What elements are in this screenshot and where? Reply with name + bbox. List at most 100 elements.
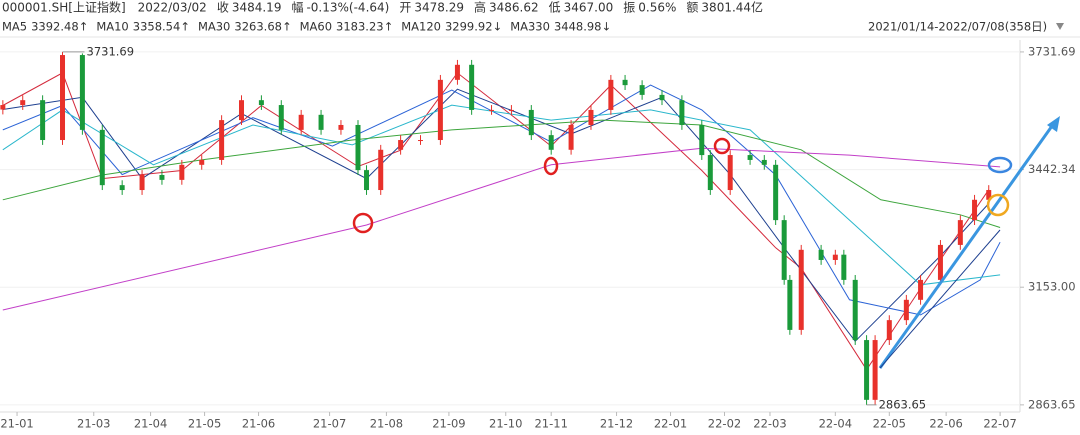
header: 000001.SH[上证指数] 2022/03/02 收 3484.19 幅 -0.13%…: [2, 0, 763, 15]
header-text: 3801.44亿: [701, 0, 763, 15]
candle-body: [972, 199, 978, 221]
candle-body: [903, 299, 909, 321]
candle-body: [937, 244, 943, 280]
candle-body: [639, 85, 645, 95]
candle-body: [99, 129, 105, 186]
candle-body: [508, 109, 514, 111]
x-tick-label: 21-05: [188, 417, 221, 431]
header-text: -0.13%(-4.64): [306, 1, 389, 15]
marker-circle: [713, 137, 731, 155]
candle-body: [872, 340, 878, 400]
header-text: 3486.62: [489, 1, 539, 15]
date-range[interactable]: 2021/01/14-2022/07/08(358日): [868, 20, 1047, 34]
candle-body: [454, 64, 460, 80]
y-tick-label: 3153.00: [1028, 280, 1076, 294]
header-text: 000001.SH[上证指数]: [2, 0, 126, 15]
candle-body: [568, 124, 574, 150]
candle-body: [139, 174, 145, 191]
marker-circle: [986, 193, 1010, 217]
legend-value: 3263.68↑: [234, 20, 291, 34]
candle-body: [841, 254, 847, 280]
candle-body: [679, 100, 685, 125]
header-text: 3478.29: [414, 1, 464, 15]
candle-body: [886, 320, 892, 341]
header-text: 幅: [291, 0, 303, 15]
x-tick-label: 21-07: [313, 417, 346, 431]
annotations: [352, 116, 1060, 369]
candle-body: [20, 100, 26, 106]
x-tick-label: 22-02: [708, 417, 741, 431]
candle-body: [832, 254, 838, 260]
candle-body: [437, 79, 443, 141]
candle-body: [548, 135, 554, 150]
candle-body: [489, 109, 495, 111]
plot-area: [0, 51, 1024, 416]
candle-body: [528, 109, 534, 136]
min-label: 2863.65: [879, 397, 927, 411]
candle-body: [727, 155, 733, 191]
trend-arrow: [878, 125, 1054, 369]
legend-value: 3448.98↓: [554, 20, 611, 34]
y-tick-label: 3731.69: [1028, 44, 1076, 58]
legend-label: MA10: [96, 20, 128, 34]
arrow-head: [1047, 116, 1060, 132]
legend-value: 3358.54↑: [133, 20, 190, 34]
x-tick-label: 22-04: [819, 417, 852, 431]
x-tick-label: 21-09: [432, 417, 465, 431]
legend-label: MA5: [2, 20, 27, 34]
x-tick-label: 21-03: [77, 417, 110, 431]
candle-body: [787, 279, 793, 330]
candle-body: [469, 64, 475, 110]
candle-body: [707, 155, 713, 191]
dropdown-icon[interactable]: [1056, 23, 1064, 30]
candle-body: [239, 100, 245, 121]
legend-label: MA120: [401, 20, 441, 34]
candle-body: [355, 124, 361, 171]
header-text: 2022/03/02: [138, 1, 207, 15]
candle-body: [159, 174, 165, 180]
candle-body: [40, 100, 46, 141]
max-label: 3731.69: [87, 44, 135, 58]
candle-body: [957, 220, 963, 245]
candle-body: [378, 149, 384, 191]
candle-body: [418, 140, 424, 142]
candle-body: [986, 190, 992, 200]
x-tick-label: 21-04: [134, 417, 167, 431]
legend-value: 3183.23↑: [336, 20, 393, 34]
header-text: 振: [623, 1, 635, 15]
candle-body: [119, 185, 125, 191]
candle-body: [318, 114, 324, 130]
y-tick-label: 2863.65: [1028, 397, 1076, 411]
marker-circle: [543, 156, 559, 176]
header-text: 3467.00: [564, 1, 614, 15]
candle-body: [622, 79, 628, 86]
candle-body: [608, 79, 614, 110]
candle-body: [818, 249, 824, 260]
candle-body: [79, 55, 85, 130]
legend-label: MA60: [300, 20, 332, 34]
candle-body: [364, 170, 370, 191]
candle-body: [60, 55, 66, 141]
x-tick-label: 21-01: [0, 417, 33, 431]
candle-body: [588, 109, 594, 125]
candle-body: [747, 155, 753, 160]
candle-body: [179, 164, 185, 180]
candle-body: [798, 249, 804, 330]
legend-label: MA330: [510, 20, 550, 34]
candle-body: [864, 340, 870, 400]
header-text: 开: [399, 1, 411, 15]
x-tick-label: 21-06: [242, 417, 275, 431]
marker-circle: [352, 212, 374, 234]
ma-line: [2, 104, 1001, 286]
header-text: 低: [549, 1, 561, 15]
support-line: [879, 229, 1001, 369]
x-tick-label: 21-11: [534, 417, 567, 431]
candle-body: [761, 159, 767, 165]
candle-body: [298, 114, 304, 130]
candle-body: [699, 124, 705, 156]
x-tick-label: 21-10: [489, 417, 522, 431]
header-text: 高: [474, 0, 486, 15]
x-tick-label: 22-05: [873, 417, 906, 431]
